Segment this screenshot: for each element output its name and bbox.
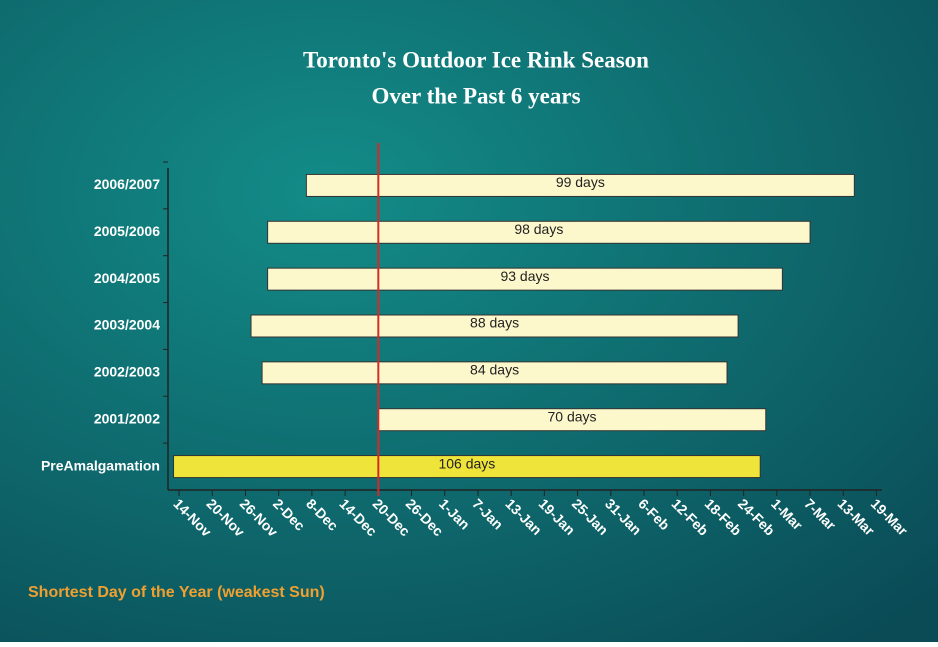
chart-subtitle: Over the Past 6 years bbox=[371, 83, 580, 108]
value-label: 106 days bbox=[438, 455, 495, 471]
annotation: Shortest Day of the Year (weakest Sun) bbox=[28, 584, 325, 601]
y-tick-label: 2004/2005 bbox=[94, 270, 160, 286]
value-label: 88 days bbox=[470, 315, 519, 331]
value-label: 98 days bbox=[514, 221, 563, 237]
bar bbox=[250, 314, 739, 338]
y-tick-label: 2005/2006 bbox=[94, 223, 160, 239]
y-tick-label: 2003/2004 bbox=[94, 317, 160, 333]
value-label: 70 days bbox=[548, 408, 597, 424]
value-label: 93 days bbox=[500, 268, 549, 284]
y-tick-label: 2006/2007 bbox=[94, 176, 160, 192]
value-label: 99 days bbox=[556, 174, 605, 190]
bar bbox=[267, 220, 811, 244]
y-tick-label: 2002/2003 bbox=[94, 364, 160, 380]
bar bbox=[305, 173, 855, 197]
bar bbox=[173, 455, 761, 479]
y-tick-label: PreAmalgamation bbox=[41, 457, 160, 473]
bar bbox=[267, 267, 783, 291]
value-label: 84 days bbox=[470, 362, 519, 378]
y-tick-label: 2001/2002 bbox=[94, 410, 160, 426]
chart-title: Toronto's Outdoor Ice Rink Season bbox=[303, 47, 649, 72]
